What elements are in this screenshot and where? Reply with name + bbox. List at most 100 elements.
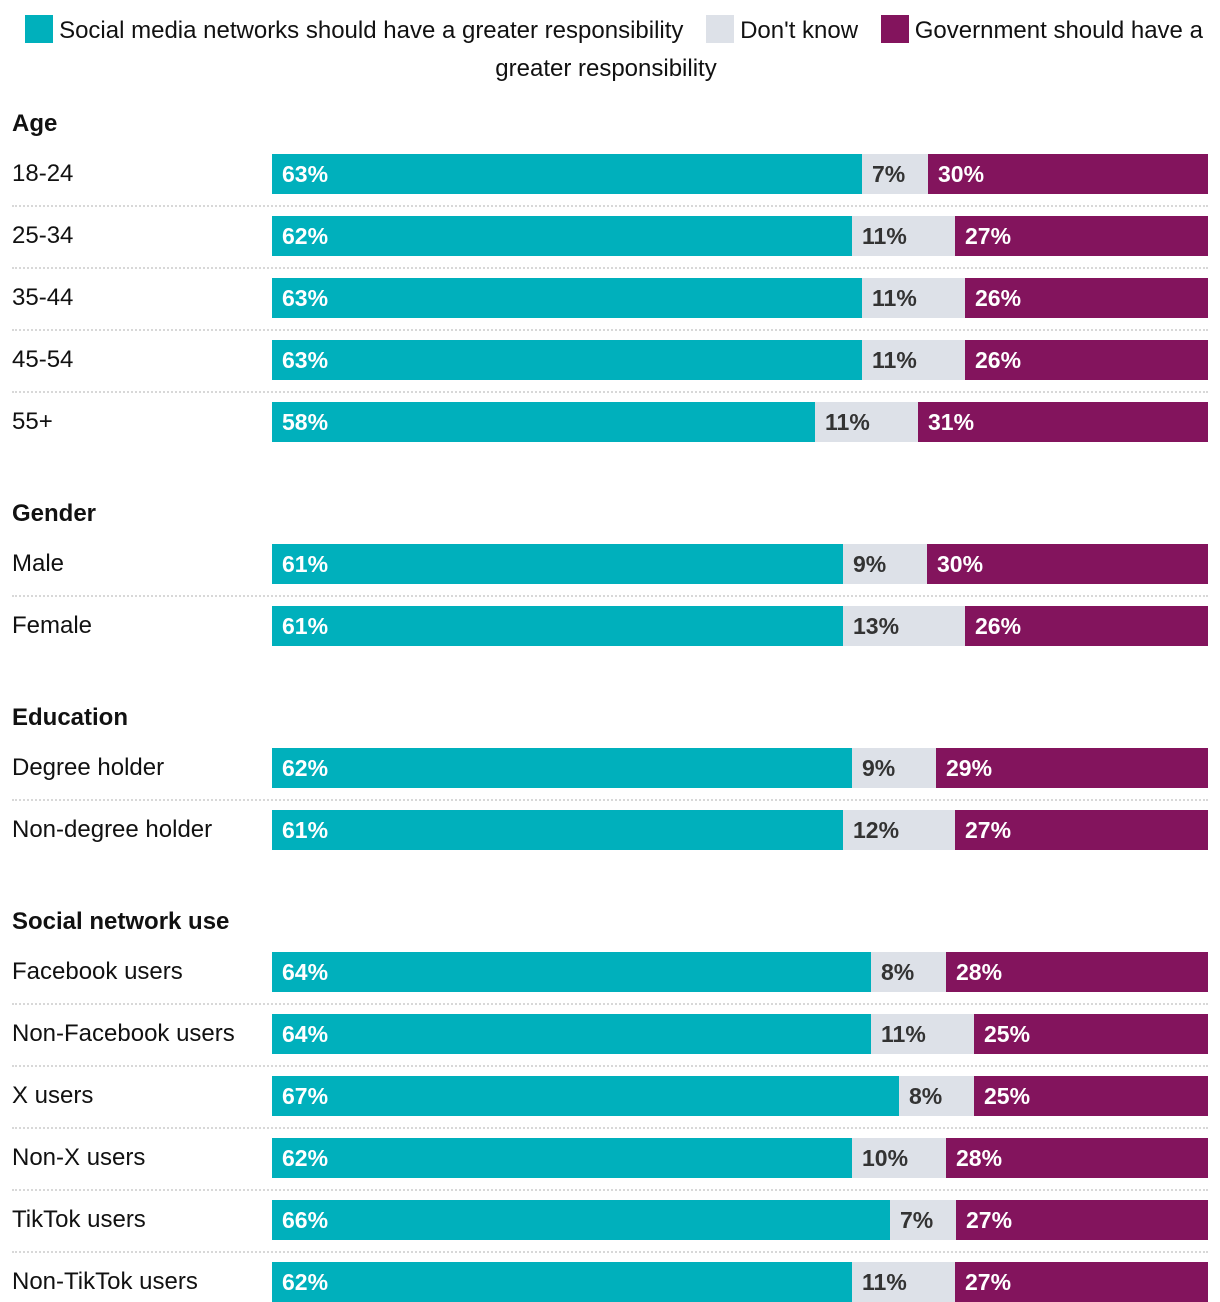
bar-segment-government: 26% xyxy=(965,278,1208,318)
group-title: Education xyxy=(12,704,129,731)
row-divider xyxy=(12,1003,1208,1005)
row-label: 45-54 xyxy=(12,346,74,373)
bar-segment-government: 29% xyxy=(936,748,1208,788)
bar-segment-social: 63% xyxy=(272,278,862,318)
row-divider xyxy=(12,1127,1208,1129)
bar-segment-dontknow: 8% xyxy=(871,952,946,992)
bar-segment-government: 27% xyxy=(955,216,1208,256)
row-label: 35-44 xyxy=(12,284,74,311)
row-divider xyxy=(12,267,1208,269)
bar-segment-social: 66% xyxy=(272,1200,890,1240)
legend-swatch-government xyxy=(880,15,909,43)
data-label: 11% xyxy=(872,285,917,311)
data-label: 62% xyxy=(282,1145,329,1171)
group-title: Age xyxy=(12,110,58,137)
bar-segment-government: 28% xyxy=(946,952,1208,992)
row-divider xyxy=(12,595,1208,597)
data-label: 29% xyxy=(946,755,993,781)
legend-swatch-dontknow xyxy=(706,15,735,43)
bar-segment-social: 61% xyxy=(272,810,843,850)
data-label: 26% xyxy=(975,347,1022,373)
row-label: Degree holder xyxy=(12,754,165,781)
row-label: X users xyxy=(12,1082,94,1109)
bar-segment-social: 62% xyxy=(272,748,852,788)
bar-segment-dontknow: 11% xyxy=(862,278,965,318)
bar-segment-dontknow: 11% xyxy=(862,340,965,380)
data-label: 27% xyxy=(965,817,1012,843)
bar-segment-dontknow: 9% xyxy=(852,748,936,788)
bar-segment-government: 25% xyxy=(974,1076,1208,1116)
group-title: Social network use xyxy=(12,908,230,935)
bar-segment-government: 30% xyxy=(927,544,1208,584)
row-label: 18-24 xyxy=(12,160,74,187)
data-label: 67% xyxy=(282,1083,329,1109)
bar-segment-government: 31% xyxy=(918,402,1208,442)
data-label: 11% xyxy=(825,409,870,435)
bar-segment-government: 30% xyxy=(928,154,1208,194)
bar-segment-dontknow: 11% xyxy=(815,402,918,442)
legend-item-government: Government should have a greater respons… xyxy=(495,15,1203,82)
data-label: 8% xyxy=(909,1083,943,1109)
data-label: 11% xyxy=(862,1269,907,1295)
data-label: 8% xyxy=(881,959,915,985)
data-label: 27% xyxy=(965,223,1012,249)
bar-segment-government: 27% xyxy=(955,1262,1208,1302)
bar-segment-social: 62% xyxy=(272,216,852,256)
row-label: Non-X users xyxy=(12,1144,146,1171)
data-label: 26% xyxy=(975,613,1022,639)
legend-swatch-social xyxy=(25,15,54,43)
bar-segment-government: 25% xyxy=(974,1014,1208,1054)
data-label: 27% xyxy=(966,1207,1013,1233)
data-label: 63% xyxy=(282,285,329,311)
bar-segment-social: 61% xyxy=(272,606,843,646)
bar-segment-social: 64% xyxy=(272,1014,871,1054)
bar-segment-social: 63% xyxy=(272,154,862,194)
data-label: 63% xyxy=(282,161,329,187)
row-divider xyxy=(12,1251,1208,1253)
data-label: 61% xyxy=(282,817,329,843)
data-label: 62% xyxy=(282,223,329,249)
bar-segment-dontknow: 11% xyxy=(852,216,955,256)
data-label: 10% xyxy=(862,1145,909,1171)
bar-segment-social: 61% xyxy=(272,544,843,584)
data-label: 64% xyxy=(282,1021,329,1047)
row-divider xyxy=(12,799,1208,801)
bar-segment-government: 26% xyxy=(965,606,1208,646)
bar-segment-social: 62% xyxy=(272,1262,852,1302)
bar-segment-dontknow: 11% xyxy=(852,1262,955,1302)
data-label: 25% xyxy=(984,1083,1031,1109)
bar-segment-social: 62% xyxy=(272,1138,852,1178)
data-label: 11% xyxy=(862,223,907,249)
data-label: 11% xyxy=(872,347,917,373)
bar-segment-dontknow: 11% xyxy=(871,1014,974,1054)
legend-label-dontknow: Don't know xyxy=(740,17,859,44)
data-label: 64% xyxy=(282,959,329,985)
legend-label-government: Government should have a greater respons… xyxy=(495,17,1203,82)
row-divider xyxy=(12,1189,1208,1191)
legend-item-social: Social media networks should have a grea… xyxy=(25,15,684,44)
data-label: 31% xyxy=(928,409,975,435)
bar-segment-dontknow: 10% xyxy=(852,1138,946,1178)
data-label: 7% xyxy=(900,1207,934,1233)
data-label: 63% xyxy=(282,347,329,373)
row-divider xyxy=(12,329,1208,331)
chart-legend: Social media networks should have a grea… xyxy=(0,12,1220,88)
bar-segment-dontknow: 13% xyxy=(843,606,965,646)
bar-segment-government: 28% xyxy=(946,1138,1208,1178)
data-label: 9% xyxy=(853,551,887,577)
data-label: 28% xyxy=(956,959,1003,985)
data-label: 26% xyxy=(975,285,1022,311)
legend-label-social: Social media networks should have a grea… xyxy=(59,17,684,44)
row-label: Male xyxy=(12,550,65,577)
data-label: 30% xyxy=(937,551,984,577)
bar-segment-social: 67% xyxy=(272,1076,899,1116)
row-divider xyxy=(12,391,1208,393)
bar-segment-dontknow: 8% xyxy=(899,1076,974,1116)
data-label: 66% xyxy=(282,1207,329,1233)
bar-segment-social: 64% xyxy=(272,952,871,992)
bar-segment-government: 26% xyxy=(965,340,1208,380)
bar-segment-dontknow: 7% xyxy=(862,154,928,194)
data-label: 61% xyxy=(282,613,329,639)
data-label: 58% xyxy=(282,409,329,435)
data-label: 25% xyxy=(984,1021,1031,1047)
